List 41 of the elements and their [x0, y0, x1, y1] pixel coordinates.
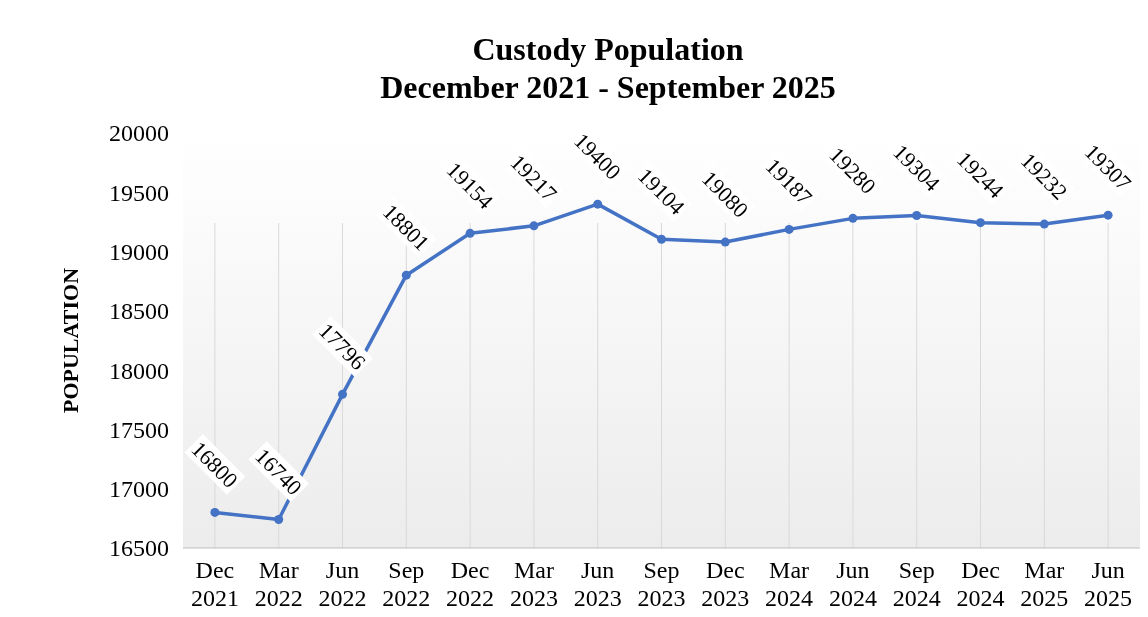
point: [1039, 219, 1049, 229]
x-tick-label: Sep 2024: [892, 557, 941, 611]
point: [912, 211, 922, 221]
x-tick-label: Mar 2022: [254, 557, 303, 611]
x-tick-label: Mar 2024: [765, 557, 814, 611]
y-tick-label: 18000: [109, 357, 169, 384]
x-tick-label: Dec 2022: [446, 557, 495, 611]
x-tick-label: Mar 2023: [509, 557, 558, 611]
x-tick-label: Mar 2025: [1020, 557, 1069, 611]
point: [401, 270, 411, 280]
x-tick-label: Jun 2022: [318, 557, 367, 611]
point: [529, 221, 539, 231]
x-tick-label: Jun 2023: [573, 557, 622, 611]
point: [848, 213, 858, 223]
point: [210, 507, 220, 517]
point: [465, 228, 475, 238]
x-tick-label: Sep 2023: [637, 557, 686, 611]
y-tick-label: 17500: [109, 416, 169, 443]
x-tick-label: Jun 2025: [1084, 557, 1133, 611]
x-tick-label: Dec 2024: [956, 557, 1005, 611]
y-tick-label: 16500: [109, 535, 169, 562]
chart-subtitle: December 2021 - September 2025: [380, 69, 836, 105]
point: [274, 515, 284, 525]
x-tick-label: Dec 2021: [190, 557, 239, 611]
y-tick-label: 17000: [109, 476, 169, 503]
point: [976, 218, 985, 228]
y-tick-label: 19000: [109, 238, 169, 265]
y-tick-label: 20000: [109, 120, 169, 147]
x-tick-label: Dec 2023: [701, 557, 750, 611]
x-tick-label: Sep 2022: [382, 557, 431, 611]
point: [593, 199, 603, 209]
point: [338, 389, 347, 399]
point: [784, 224, 794, 234]
y-axis-title: POPULATION: [58, 267, 83, 414]
x-tick-label: Jun 2024: [828, 557, 877, 611]
y-tick-label: 18500: [109, 298, 169, 325]
point: [720, 237, 730, 247]
point: [1103, 210, 1113, 220]
y-tick-label: 19500: [109, 179, 169, 206]
chart-title: Custody Population: [472, 31, 744, 67]
point: [657, 234, 666, 244]
